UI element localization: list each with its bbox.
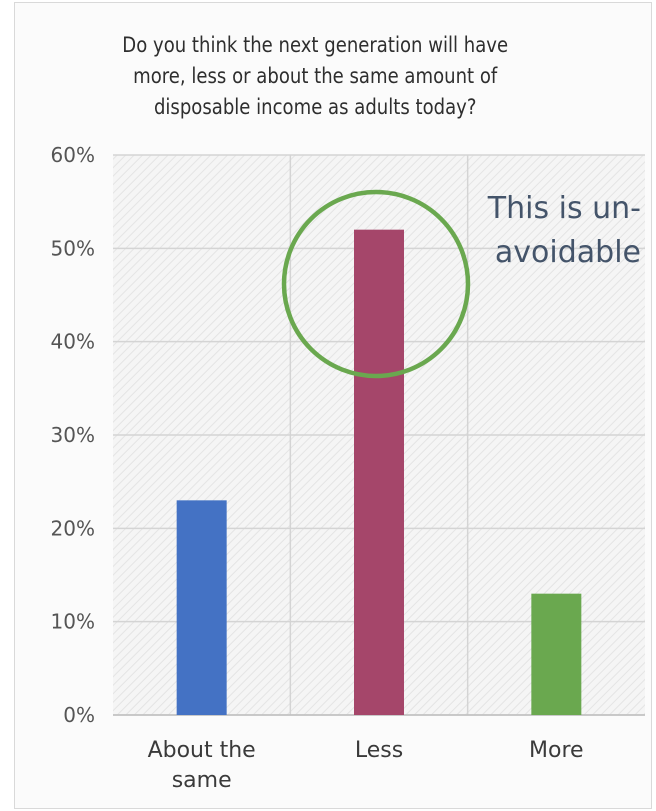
bar-less: [354, 229, 404, 715]
y-tick-label: 20%: [51, 516, 95, 540]
highlight-circle: [281, 189, 471, 379]
annotation-line: This is un-: [487, 191, 641, 226]
y-tick-label: 50%: [51, 236, 95, 260]
x-tick-label: same: [172, 768, 232, 793]
x-tick-label: Less: [355, 738, 403, 763]
y-tick-label: 60%: [51, 143, 95, 167]
bars: [176, 229, 582, 715]
chart-title: Do you think the next generation will ha…: [40, 30, 590, 123]
chart-title-line-1: Do you think the next generation will ha…: [122, 33, 509, 57]
bar-more: [531, 593, 582, 715]
bar-about-the-same: [176, 500, 227, 715]
chart-title-line-3: disposable income as adults today?: [153, 95, 477, 119]
x-tick-label: About the: [148, 738, 256, 763]
x-axis: About the same Less More: [148, 738, 584, 793]
y-tick-label: 10%: [51, 610, 95, 634]
annotation-line: avoidable: [495, 235, 641, 270]
chart-title-line-2: more, less or about the same amount of: [133, 64, 498, 88]
y-axis: 0% 10% 20% 30% 40% 50% 60%: [51, 143, 95, 727]
annotation: This is un-avoidable: [281, 189, 641, 379]
y-tick-label: 0%: [63, 703, 95, 727]
x-tick-label: More: [529, 738, 584, 763]
y-tick-label: 40%: [51, 330, 95, 354]
y-tick-label: 30%: [51, 423, 95, 447]
